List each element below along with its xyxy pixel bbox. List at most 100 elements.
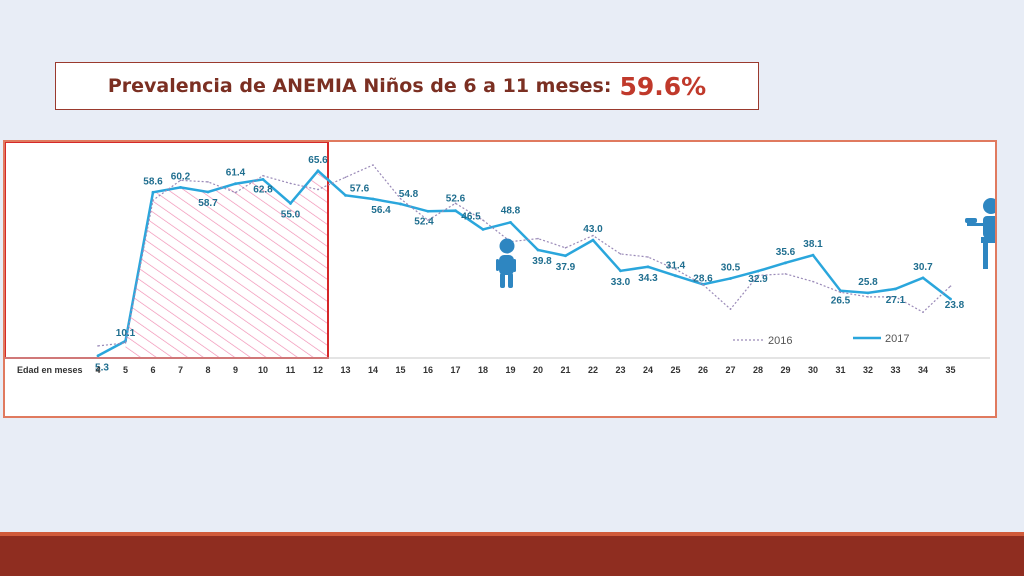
data-label-28: 32.9 [748, 274, 768, 285]
x-tick-31: 31 [835, 365, 845, 375]
data-label-20: 39.8 [532, 256, 552, 267]
child-walking-icon [496, 238, 516, 288]
point-2016-4 [97, 345, 99, 347]
x-tick-15: 15 [395, 365, 405, 375]
title-box: Prevalencia de ANEMIA Niños de 6 a 11 me… [55, 62, 759, 110]
point-2016-17 [454, 202, 457, 205]
data-label-17: 52.6 [446, 194, 466, 205]
series-line-2017 [97, 169, 952, 357]
x-tick-32: 32 [863, 365, 873, 375]
point-2017-32 [866, 291, 870, 295]
point-2017-29 [784, 261, 787, 265]
x-tick-12: 12 [313, 365, 323, 375]
point-2017-4 [96, 354, 100, 358]
data-label-18: 46.5 [461, 211, 481, 222]
point-2016-21 [564, 247, 567, 249]
data-label-14: 56.4 [371, 205, 391, 216]
point-2017-7 [179, 185, 182, 189]
data-label-11: 55.0 [281, 209, 301, 220]
point-2016-18 [482, 219, 484, 221]
point-2017-17 [454, 209, 457, 213]
data-label-8: 58.7 [198, 198, 218, 209]
page-title: Prevalencia de ANEMIA Niños de 6 a 11 me… [107, 75, 612, 97]
point-2017-8 [206, 190, 210, 194]
x-tick-23: 23 [615, 365, 625, 375]
data-label-29: 35.6 [776, 247, 796, 258]
point-2017-19 [509, 220, 512, 224]
data-label-34: 30.7 [913, 262, 933, 273]
data-label-6: 58.6 [143, 176, 163, 187]
point-2017-30 [811, 253, 815, 257]
point-2017-9 [234, 182, 237, 186]
x-tick-21: 21 [560, 365, 570, 375]
point-2016-8 [207, 181, 209, 183]
point-2016-31 [839, 291, 842, 294]
data-label-13: 57.6 [350, 183, 370, 194]
data-label-35: 23.8 [945, 300, 965, 311]
point-2016-12 [317, 188, 319, 191]
data-label-4: 5.3 [95, 363, 109, 374]
data-label-22: 43.0 [583, 224, 603, 235]
point-2016-5 [124, 342, 127, 344]
point-2016-29 [784, 273, 787, 275]
data-label-19: 48.8 [501, 205, 521, 216]
point-2016-28 [757, 274, 759, 277]
x-tick-33: 33 [890, 365, 900, 375]
point-2016-11 [289, 182, 292, 185]
x-tick-14: 14 [368, 365, 378, 375]
x-tick-28: 28 [753, 365, 763, 375]
data-label-21: 37.9 [556, 262, 576, 273]
point-2016-27 [729, 308, 732, 310]
data-label-25: 31.4 [666, 261, 686, 272]
point-2016-14 [372, 164, 374, 166]
point-2016-20 [537, 237, 539, 240]
x-tick-19: 19 [505, 365, 515, 375]
point-2017-16 [426, 209, 430, 213]
series-line-2016 [97, 164, 951, 347]
point-2016-32 [867, 296, 869, 298]
point-2017-20 [536, 248, 540, 252]
x-tick-29: 29 [780, 365, 790, 375]
x-tick-16: 16 [423, 365, 433, 375]
data-label-15: 54.8 [399, 189, 419, 200]
point-2016-13 [344, 176, 347, 179]
x-tick-25: 25 [670, 365, 680, 375]
x-tick-8: 8 [205, 365, 210, 375]
point-2016-7 [179, 179, 182, 182]
legend-2017-label: 2017 [885, 333, 909, 345]
point-2017-18 [481, 228, 485, 231]
x-tick-9: 9 [233, 365, 238, 375]
x-tick-4: 4 [95, 365, 100, 375]
point-2016-15 [399, 197, 402, 200]
x-tick-27: 27 [725, 365, 735, 375]
legend-2016-label: 2016 [768, 335, 792, 347]
data-label-10: 62.8 [253, 184, 273, 195]
x-tick-6: 6 [150, 365, 155, 375]
x-tick-17: 17 [450, 365, 460, 375]
point-2017-13 [344, 193, 347, 197]
x-tick-26: 26 [698, 365, 708, 375]
data-label-16: 52.4 [414, 216, 434, 227]
point-2016-6 [152, 199, 154, 202]
point-2016-10 [262, 174, 264, 177]
data-label-33: 27.1 [886, 295, 906, 306]
point-2017-22 [591, 238, 595, 242]
point-2017-14 [371, 197, 375, 201]
data-label-12: 65.6 [308, 155, 328, 166]
point-2016-16 [427, 219, 429, 221]
point-2017-28 [756, 269, 760, 273]
point-2017-12 [316, 169, 320, 173]
x-tick-22: 22 [588, 365, 598, 375]
point-2017-21 [564, 254, 567, 258]
point-2017-34 [921, 276, 925, 280]
x-tick-24: 24 [643, 365, 653, 375]
x-tick-20: 20 [533, 365, 543, 375]
point-2016-9 [234, 191, 237, 194]
point-2016-26 [702, 283, 704, 286]
point-2016-34 [922, 311, 924, 313]
child-eating-icon [965, 198, 995, 269]
data-label-32: 25.8 [858, 277, 878, 288]
data-label-31: 26.5 [831, 296, 851, 307]
data-label-23: 33.0 [611, 277, 631, 288]
x-axis-title: Edad en meses [17, 365, 83, 375]
